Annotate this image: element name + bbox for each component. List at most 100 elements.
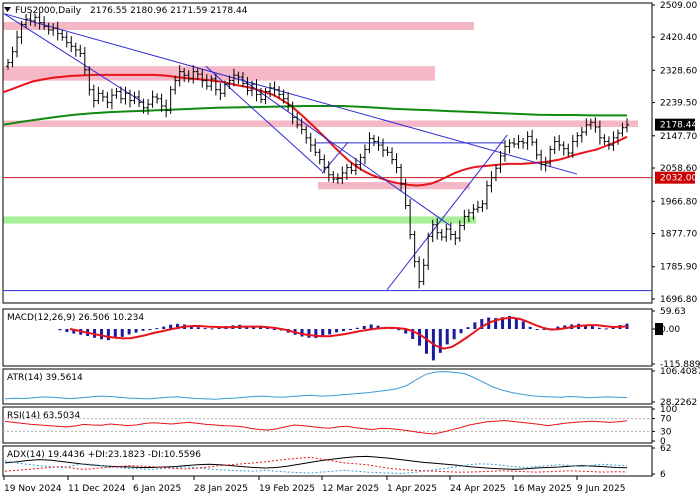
price-bar <box>331 171 336 183</box>
price-bar <box>322 154 327 174</box>
price-bars <box>6 12 629 289</box>
macd-histogram-bar <box>362 325 366 330</box>
price-bar <box>358 153 363 171</box>
price-bar <box>602 134 607 146</box>
atr-tick-label: 106.4087 <box>660 367 700 377</box>
price-bar <box>435 218 440 240</box>
macd-histogram-bar <box>113 329 117 339</box>
adx-pane-label: ADX(14) 19.4436 +DI:23.1823 -DI:10.5596 <box>7 450 201 460</box>
macd-histogram-bar <box>466 327 470 330</box>
macd-histogram-bar <box>155 328 159 330</box>
price-bar <box>317 148 322 165</box>
macd-histogram-bar <box>480 319 484 330</box>
price-pane-frame <box>2 2 653 304</box>
price-bar <box>146 99 151 115</box>
price-bar <box>231 68 236 87</box>
price-bar <box>73 42 78 57</box>
macd-histogram-bar <box>120 329 124 337</box>
price-bar <box>376 136 381 151</box>
rsi-pane-label: RSI(14) 63.5034 <box>7 411 80 421</box>
macd-tick-label: 59.63 <box>660 307 686 317</box>
trendline[interactable] <box>240 78 451 226</box>
price-bar <box>268 82 273 98</box>
price-bar <box>489 171 494 193</box>
price-bar <box>132 91 137 105</box>
price-zones <box>3 22 638 224</box>
support-zone <box>3 216 476 224</box>
price-bar <box>525 131 530 150</box>
down-triangle-icon[interactable] <box>4 7 11 12</box>
price-tick-label: 1696.80 <box>660 295 697 305</box>
macd-histogram-bar <box>300 329 304 337</box>
price-bar <box>516 134 521 149</box>
trendline[interactable] <box>321 141 349 174</box>
price-bar <box>403 178 408 210</box>
macd-histogram-bar <box>459 329 463 334</box>
macd-histogram-bar <box>176 323 180 330</box>
price-bar <box>209 75 214 91</box>
price-bar <box>362 144 367 165</box>
atr-line <box>4 371 628 400</box>
macd-histogram-bar <box>501 317 505 330</box>
rsi-line <box>4 419 628 435</box>
price-bar <box>204 74 209 90</box>
price-bar <box>141 98 146 114</box>
price-bar <box>340 166 345 185</box>
price-bar <box>344 163 349 180</box>
fast-moving-average <box>2 73 628 187</box>
price-bar <box>249 80 254 97</box>
price-bar <box>159 93 164 112</box>
price-bar <box>385 146 390 156</box>
macd-pane-frame <box>2 308 653 367</box>
price-bar <box>177 65 182 87</box>
macd-histogram-bar <box>376 325 380 330</box>
macd-histogram-bar <box>438 329 442 353</box>
price-bar <box>394 153 399 174</box>
adx-tick-label: 6 <box>660 470 666 480</box>
macd-histogram-bar <box>424 329 428 354</box>
macd-histogram-bar <box>106 329 110 341</box>
price-bar <box>195 67 200 80</box>
price-bar <box>575 132 580 148</box>
price-bar <box>615 129 620 145</box>
macd-histogram-bar <box>203 328 207 330</box>
macd-histogram-bar <box>452 329 456 340</box>
macd-histogram-bar <box>369 324 373 330</box>
macd-tick-label: 0.00 <box>660 325 680 335</box>
macd-histogram-bar <box>473 322 477 330</box>
price-bar <box>118 86 123 104</box>
macd-histogram-bar <box>72 329 76 334</box>
macd-histogram-bar <box>272 329 276 331</box>
indicator-panes: 59.63 0.00 -115.889 MACD(12,26,9) 26.506 10… <box>3 307 700 480</box>
time-tick-label: 11 Dec 2024 <box>68 484 126 494</box>
price-bar <box>91 84 96 108</box>
price-bar <box>200 69 205 88</box>
macd-histogram-bar <box>535 329 539 331</box>
adx-minus-di-line <box>4 456 628 473</box>
macd-histogram-bar <box>58 329 62 331</box>
price-bar <box>173 75 178 95</box>
price-bar <box>51 23 56 36</box>
price-bar <box>82 46 87 75</box>
price-bar <box>281 89 286 104</box>
price-bar <box>96 86 101 105</box>
price-bar <box>191 65 196 84</box>
trendline[interactable] <box>386 134 508 291</box>
price-bar <box>579 126 584 143</box>
price-bar <box>186 70 191 83</box>
price-bar <box>286 92 291 112</box>
price-bar <box>390 147 395 165</box>
price-bar <box>417 256 422 289</box>
price-bar <box>588 118 593 130</box>
macd-pane-label: MACD(12,26,9) 26.506 10.234 <box>7 313 144 323</box>
price-bar <box>448 222 453 241</box>
time-axis: 19 Nov 2024 11 Dec 2024 6 Jan 2025 28 Jan 2… <box>3 476 625 494</box>
moving-averages <box>2 73 628 187</box>
macd-histogram-bar <box>127 329 131 335</box>
price-tick-label: 2328.60 <box>660 66 697 76</box>
price-bar <box>64 32 69 48</box>
trendline[interactable] <box>3 13 578 175</box>
price-bar <box>606 136 611 150</box>
price-bar <box>430 219 435 243</box>
